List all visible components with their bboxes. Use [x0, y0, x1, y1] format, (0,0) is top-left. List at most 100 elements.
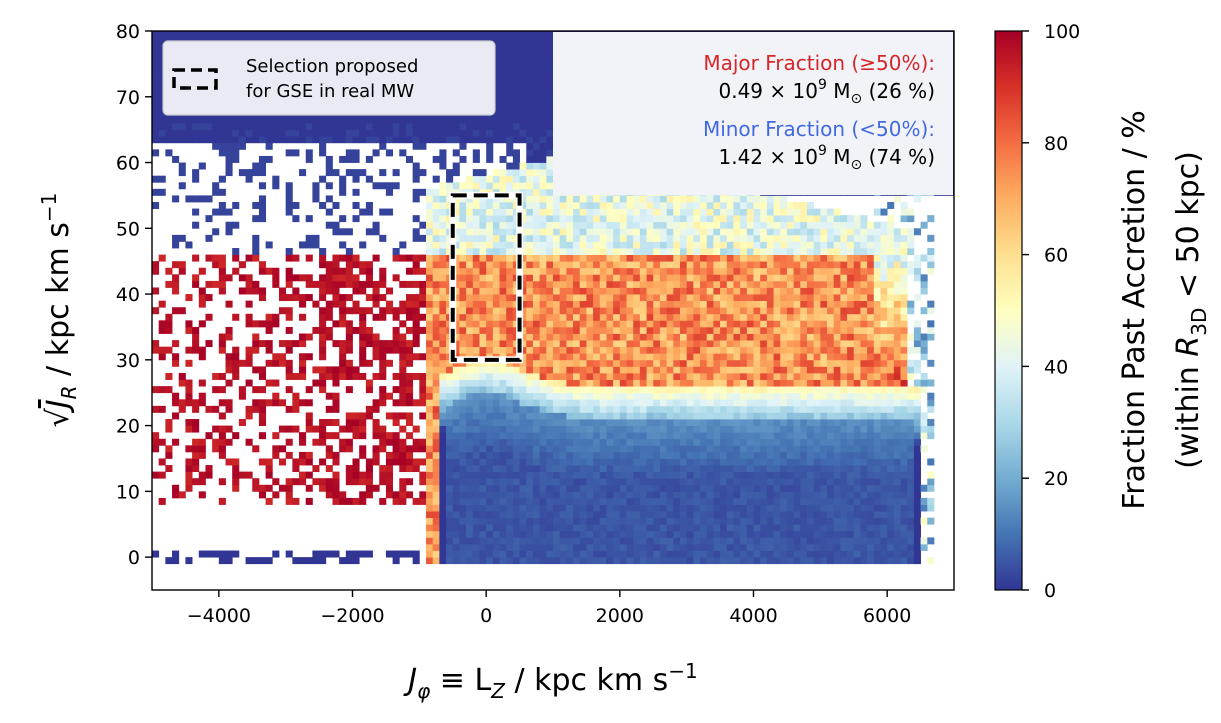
heatmap-cell: [272, 491, 280, 499]
heatmap-cell: [593, 248, 601, 255]
heatmap-cell: [646, 228, 654, 236]
heatmap-cell: [339, 228, 347, 236]
heatmap-cell: [666, 294, 674, 302]
heatmap-cell: [466, 221, 474, 229]
heatmap-cell: [599, 333, 607, 341]
heatmap-cell: [352, 280, 360, 288]
heatmap-cell: [573, 346, 581, 354]
heatmap-cell: [539, 497, 547, 505]
heatmap-cell: [606, 254, 614, 262]
heatmap-cell: [312, 136, 320, 144]
heatmap-cell: [152, 31, 160, 38]
heatmap-cell: [299, 136, 307, 144]
heatmap-cell: [379, 478, 387, 486]
heatmap-cell: [245, 123, 253, 131]
heatmap-cell: [492, 103, 500, 111]
heatmap-cell: [152, 123, 160, 131]
heatmap-cell: [212, 208, 220, 216]
heatmap-cell: [319, 280, 327, 288]
heatmap-cell: [679, 511, 688, 519]
heatmap-cell: [492, 254, 500, 262]
heatmap-cell: [486, 234, 494, 242]
heatmap-cell: [486, 425, 494, 433]
heatmap-cell: [412, 399, 420, 407]
heatmap-cell: [479, 182, 487, 190]
heatmap-cell: [593, 287, 601, 295]
heatmap-cell: [492, 96, 500, 104]
heatmap-cell: [299, 31, 307, 38]
heatmap-cell: [686, 557, 694, 565]
heatmap-cell: [626, 340, 634, 348]
heatmap-cell: [212, 188, 220, 196]
heatmap-cell: [700, 399, 708, 407]
heatmap-cell: [492, 491, 500, 499]
heatmap-cell: [679, 405, 688, 413]
heatmap-cell: [586, 484, 594, 492]
heatmap-cell: [225, 221, 233, 229]
heatmap-cell: [626, 300, 634, 308]
heatmap-cell: [305, 451, 313, 459]
heatmap-cell: [319, 175, 327, 183]
heatmap-cell: [606, 372, 614, 380]
heatmap-cell: [539, 248, 547, 255]
heatmap-cell: [305, 215, 313, 223]
heatmap-cell: [486, 392, 494, 400]
heatmap-cell: [472, 326, 480, 334]
heatmap-cell: [185, 419, 193, 426]
heatmap-cell: [439, 524, 447, 532]
heatmap-cell: [385, 340, 393, 348]
heatmap-cell: [245, 438, 253, 446]
heatmap-cell: [593, 307, 601, 315]
heatmap-cell: [439, 438, 447, 446]
heatmap-cell: [439, 359, 447, 367]
heatmap-cell: [619, 379, 627, 387]
heatmap-cell: [532, 162, 541, 170]
heatmap-cell: [158, 123, 166, 131]
heatmap-cell: [526, 221, 534, 229]
heatmap-cell: [559, 280, 567, 288]
heatmap-cell: [165, 451, 173, 459]
heatmap-cell: [305, 557, 313, 565]
heatmap-cell: [706, 543, 714, 551]
heatmap-cell: [392, 550, 400, 558]
heatmap-cell: [512, 386, 520, 394]
heatmap-cell: [185, 241, 193, 249]
heatmap-cell: [225, 333, 233, 341]
heatmap-cell: [225, 162, 233, 170]
heatmap-cell: [579, 274, 587, 282]
heatmap-cell: [686, 471, 694, 479]
heatmap-cell: [673, 550, 681, 558]
heatmap-cell: [532, 379, 541, 387]
heatmap-cell: [472, 524, 480, 532]
heatmap-cell: [532, 432, 541, 440]
heatmap-cell: [659, 300, 668, 308]
heatmap-cell: [526, 261, 534, 269]
heatmap-cell: [499, 346, 507, 354]
heatmap-cell: [278, 287, 287, 295]
heatmap-cell: [619, 248, 627, 255]
heatmap-cell: [700, 471, 708, 479]
heatmap-cell: [212, 254, 220, 262]
heatmap-cell: [539, 557, 547, 565]
heatmap-cell: [526, 208, 534, 216]
heatmap-cell: [472, 307, 480, 315]
heatmap-cell: [392, 274, 400, 282]
heatmap-cell: [566, 543, 574, 551]
heatmap-cell: [666, 300, 674, 308]
heatmap-cell: [285, 123, 293, 131]
heatmap-cell: [653, 267, 661, 275]
heatmap-cell: [626, 484, 634, 492]
heatmap-cell: [686, 326, 694, 334]
heatmap-cell: [526, 155, 534, 163]
heatmap-cell: [659, 248, 668, 255]
heatmap-cell: [573, 300, 581, 308]
heatmap-cell: [653, 471, 661, 479]
heatmap-cell: [426, 313, 434, 321]
heatmap-cell: [606, 234, 614, 242]
heatmap-cell: [466, 248, 474, 255]
heatmap-cell: [666, 484, 674, 492]
heatmap-cell: [526, 497, 534, 505]
heatmap-cell: [339, 300, 347, 308]
heatmap-cell: [439, 228, 447, 236]
heatmap-cell: [472, 432, 480, 440]
